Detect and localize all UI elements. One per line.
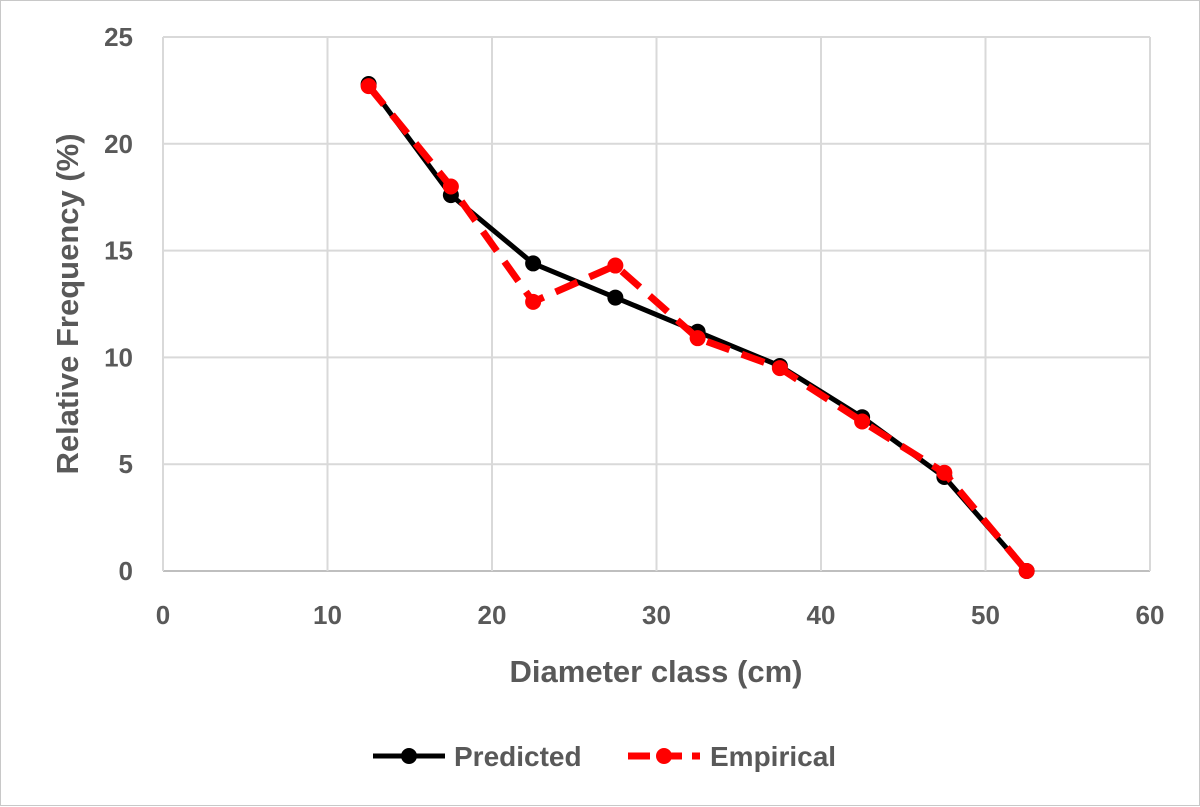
- data-point: [854, 413, 871, 430]
- legend-swatch-marker: [656, 748, 672, 764]
- series-empirical: [360, 78, 1035, 579]
- x-axis-title: Diameter class (cm): [510, 654, 803, 689]
- data-point: [525, 293, 542, 310]
- series-layer: [360, 75, 1035, 579]
- y-tick-label: 0: [119, 556, 133, 586]
- data-point: [525, 255, 542, 272]
- data-point: [607, 289, 624, 306]
- x-tick-label: 40: [807, 600, 836, 630]
- y-tick-label: 15: [104, 236, 133, 266]
- data-point: [442, 178, 459, 195]
- x-tick-label: 10: [313, 600, 342, 630]
- y-tick-label: 5: [119, 449, 133, 479]
- legend-label: Empirical: [710, 741, 836, 772]
- x-tick-label: 0: [156, 600, 170, 630]
- gridlines: [162, 36, 1151, 572]
- data-point: [689, 330, 706, 347]
- x-tick-label: 20: [478, 600, 507, 630]
- legend-label: Predicted: [454, 741, 582, 772]
- series-line: [365, 83, 1030, 574]
- y-axis-title: Relative Frequency (%): [50, 133, 85, 474]
- series-predicted: [360, 75, 1035, 579]
- legend: Predicted Empirical: [373, 741, 836, 772]
- legend-item-predicted: Predicted: [373, 741, 582, 772]
- x-tick-label: 60: [1136, 600, 1165, 630]
- data-point: [1018, 563, 1035, 579]
- data-point: [360, 78, 377, 95]
- legend-swatch-marker: [401, 748, 417, 764]
- y-tick-labels: 0 5 10 15 20 25: [104, 22, 133, 586]
- y-tick-label: 20: [104, 129, 133, 159]
- x-tick-label: 50: [971, 600, 1000, 630]
- x-tick-label: 30: [642, 600, 671, 630]
- x-tick-labels: 0 10 20 30 40 50 60: [156, 600, 1165, 630]
- data-point: [936, 464, 953, 481]
- y-tick-label: 25: [104, 22, 133, 52]
- data-point: [607, 257, 624, 274]
- y-tick-label: 10: [104, 342, 133, 372]
- legend-item-empirical: Empirical: [628, 741, 836, 772]
- data-point: [771, 360, 788, 377]
